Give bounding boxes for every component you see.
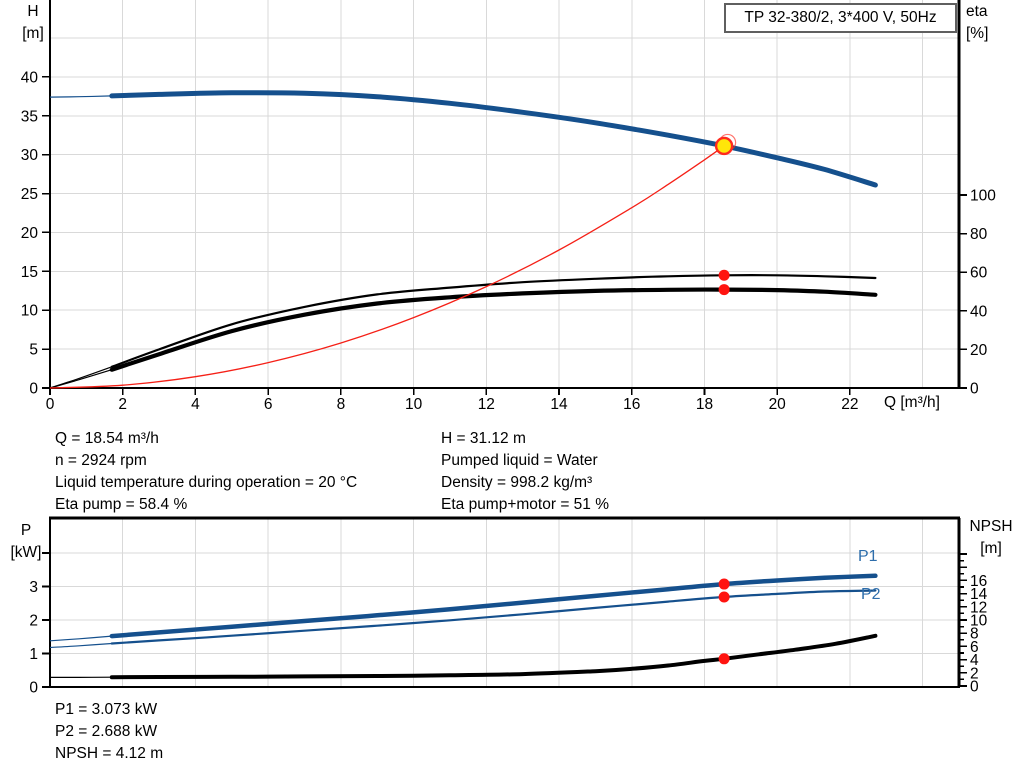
head-left-tick-label: 40 [21, 69, 39, 86]
system-curve [49, 145, 725, 389]
power-axis-title: P [kW] [4, 520, 48, 564]
p1-curve-label: P1 [858, 548, 878, 565]
npsh-curve [109, 633, 878, 680]
power-right-tick-label: 4 [970, 652, 979, 669]
head-left-tick-label: 20 [21, 225, 39, 242]
p1-curve-lead [49, 635, 112, 642]
q-axis-title: Q [m³/h] [884, 394, 940, 411]
info-line-eta-pump: Eta pump = 58.4 % [55, 496, 188, 513]
pump-title: TP 32-380/2, 3*400 V, 50Hz [744, 9, 937, 26]
head-axis-symbol: H [27, 3, 39, 20]
power-right-tick-label: 10 [970, 613, 988, 630]
head-axis-unit: [m] [22, 25, 44, 42]
power-left-tick-label: 3 [29, 579, 38, 596]
head-left-tick-label: 25 [21, 186, 38, 203]
eta-pump-curve [110, 274, 877, 368]
eta-axis-title: eta [%] [966, 1, 988, 45]
head-x-tick-label: 14 [550, 396, 568, 413]
head-right-tick-label: 80 [970, 226, 988, 243]
info-line-npsh: NPSH = 4.12 m [55, 745, 164, 762]
eta-pump-motor-curve-lead [49, 369, 112, 389]
head-left-tick-label: 35 [21, 108, 38, 125]
head-x-tick-label: 22 [841, 396, 858, 413]
info-line-p2: P2 = 2.688 kW [55, 723, 158, 740]
head-x-tick-label: 6 [264, 396, 273, 413]
info-line-density: Density = 998.2 kg/m³ [441, 474, 593, 491]
duty-point[interactable] [714, 136, 734, 156]
power-right-tick-label: 8 [970, 626, 979, 643]
head-curve [109, 90, 878, 188]
p2-curve-lead [49, 642, 112, 649]
operating-value-dot [718, 653, 730, 665]
p1-curve [109, 573, 878, 639]
head-left-tick-label: 30 [21, 147, 39, 164]
info-line-p1: P1 = 3.073 kW [55, 701, 158, 718]
head-x-tick-label: 2 [118, 396, 127, 413]
eta-pump-motor-curve [109, 287, 878, 372]
head-x-tick-label: 12 [478, 396, 495, 413]
pump-title-box: TP 32-380/2, 3*400 V, 50Hz [724, 3, 957, 33]
info-line-liquid: Pumped liquid = Water [441, 452, 598, 469]
head-x-tick-label: 8 [337, 396, 346, 413]
power-right-tick-label: 0 [970, 679, 979, 696]
info-line-q: Q = 18.54 m³/h [55, 430, 159, 447]
head-x-tick-label: 10 [405, 396, 423, 413]
operating-value-dot [718, 578, 730, 590]
power-left-tick-label: 0 [29, 680, 38, 697]
head-right-tick-label: 100 [970, 188, 996, 205]
info-line-speed: n = 2924 rpm [55, 452, 147, 469]
head-curve-lead [49, 95, 112, 98]
power-right-tick-label: 14 [970, 586, 988, 603]
head-right-tick-label: 20 [970, 342, 988, 359]
info-line-head: H = 31.12 m [441, 430, 526, 447]
info-line-temperature: Liquid temperature during operation = 20… [55, 474, 358, 491]
head-x-tick-label: 16 [623, 396, 640, 413]
head-x-tick-label: 20 [769, 396, 787, 413]
eta-axis-unit: [%] [966, 25, 989, 42]
p2-curve [110, 589, 877, 645]
eta-axis-symbol: eta [966, 3, 988, 20]
head-left-tick-label: 0 [29, 381, 38, 398]
power-axis-unit: [kW] [10, 544, 42, 561]
npsh-axis-unit: [m] [980, 540, 1002, 557]
power-info-block: P1 = 3.073 kW P2 = 2.688 kW NPSH = 4.12 … [55, 699, 163, 765]
head-right-tick-label: 0 [970, 381, 979, 398]
head-left-tick-label: 15 [21, 264, 38, 281]
power-right-tick-label: 2 [970, 665, 979, 682]
power-left-tick-label: 2 [29, 613, 38, 630]
npsh-axis-title: NPSH [m] [962, 516, 1020, 560]
head-x-tick-label: 4 [191, 396, 200, 413]
head-left-tick-label: 10 [21, 303, 39, 320]
npsh-axis-symbol: NPSH [969, 518, 1013, 535]
power-right-tick-label: 16 [970, 573, 987, 590]
operating-value-dot [718, 269, 730, 281]
p2-curve-label: P2 [861, 586, 881, 603]
head-right-tick-label: 40 [970, 303, 988, 320]
operating-value-dot [718, 591, 730, 603]
head-left-tick-label: 5 [29, 342, 38, 359]
power-left-tick-label: 1 [29, 646, 38, 663]
power-right-tick-label: 6 [970, 639, 979, 656]
info-line-eta-total: Eta pump+motor = 51 % [441, 496, 610, 513]
head-right-tick-label: 60 [970, 265, 988, 282]
operating-value-dot [718, 284, 730, 296]
head-axis-title: H [m] [16, 1, 50, 45]
duty-info-right: H = 31.12 m Pumped liquid = Water Densit… [441, 428, 609, 516]
power-right-tick-label: 12 [970, 599, 987, 616]
power-axis-symbol: P [20, 522, 32, 539]
head-x-tick-label: 0 [46, 396, 55, 413]
duty-info-left: Q = 18.54 m³/h n = 2924 rpm Liquid tempe… [55, 428, 357, 516]
head-x-tick-label: 18 [696, 396, 713, 413]
